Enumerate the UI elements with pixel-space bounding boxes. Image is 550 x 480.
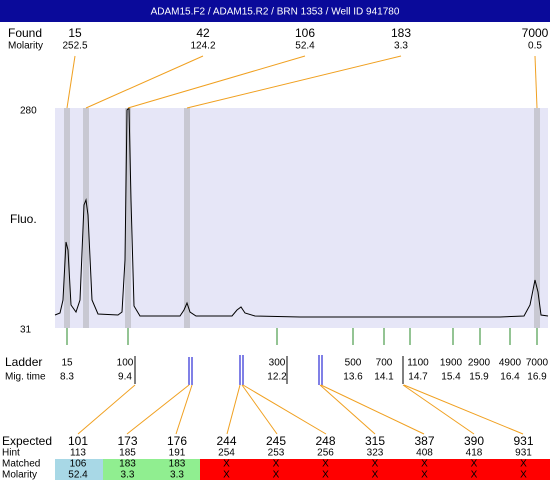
expected-molarity: 3.3 <box>170 470 184 480</box>
y-top-label: 280 <box>20 106 37 117</box>
ladder-size: 4900 <box>499 358 522 369</box>
ladder-size: 700 <box>376 358 393 369</box>
found-molarity: 52.4 <box>295 41 315 52</box>
expected-matched: 183 <box>119 459 136 470</box>
expected-molarity: X <box>273 470 280 480</box>
ladder-size: 300 <box>269 358 286 369</box>
expected-hint: 323 <box>367 448 384 459</box>
match-lines <box>66 55 538 435</box>
expected-molarity: 3.3 <box>121 470 135 480</box>
ladder-size: 15 <box>61 358 73 369</box>
expected-matched: X <box>372 459 379 470</box>
unmatched-cells <box>200 459 550 480</box>
expected-molarity: X <box>421 470 428 480</box>
ladder-markers <box>134 356 404 384</box>
expected-row-label: Matched <box>2 459 40 470</box>
header-bar <box>0 0 550 22</box>
ladder-time: 15.9 <box>469 372 489 383</box>
ladder-time: 15.4 <box>441 372 461 383</box>
expected-matched: 183 <box>169 459 186 470</box>
found-size: 7000 <box>522 26 549 40</box>
expected-expected: 176 <box>167 434 187 448</box>
unmatched-markers <box>188 355 323 385</box>
ladder-time: 16.9 <box>527 372 547 383</box>
ladder-time: 13.6 <box>343 372 363 383</box>
found-size: 15 <box>68 26 82 40</box>
ladder-size: 7000 <box>526 358 549 369</box>
expected-molarity: X <box>471 470 478 480</box>
expected-expected: 390 <box>464 434 484 448</box>
expected-matched: X <box>421 459 428 470</box>
expected-matched: X <box>471 459 478 470</box>
expected-hint: 253 <box>268 448 285 459</box>
expected-hint: 418 <box>466 448 483 459</box>
found-molarity: 0.5 <box>528 41 542 52</box>
expected-hint: 254 <box>218 448 235 459</box>
expected-matched: 106 <box>70 459 87 470</box>
expected-expected: 387 <box>414 434 434 448</box>
expected-hint: 408 <box>416 448 433 459</box>
found-molarity: 124.2 <box>190 41 215 52</box>
expected-hint: 931 <box>515 448 532 459</box>
ladder-size: 100 <box>117 358 134 369</box>
ladder-size: 1900 <box>440 358 463 369</box>
expected-molarity: X <box>372 470 379 480</box>
found-molarity: 3.3 <box>394 41 408 52</box>
expected-matched: X <box>520 459 527 470</box>
expected-row-label: Hint <box>2 448 20 459</box>
ladder-label: Ladder <box>5 355 42 369</box>
ladder-time: 8.3 <box>60 372 74 383</box>
found-size: 106 <box>295 26 315 40</box>
ladder-size: 1100 <box>407 358 429 369</box>
expected-hint: 185 <box>119 448 136 459</box>
matched-cell <box>55 459 103 480</box>
expected-hint: 113 <box>70 448 86 459</box>
expected-matched: X <box>223 459 230 470</box>
ladder-time: 14.1 <box>374 372 394 383</box>
expected-expected: 244 <box>216 434 236 448</box>
found-size: 183 <box>391 26 411 40</box>
header-title: ADAM15.F2 / ADAM15.R2 / BRN 1353 / Well … <box>151 7 400 18</box>
expected-molarity: X <box>520 470 527 480</box>
ladder-sublabel: Mig. time <box>5 372 46 383</box>
trace <box>54 106 549 318</box>
y-axis-label: Fluo. <box>10 212 37 226</box>
found-molarity: 252.5 <box>62 41 87 52</box>
ladder-time: 16.4 <box>500 372 520 383</box>
ladder-time: 12.2 <box>267 372 287 383</box>
expected-expected: 101 <box>68 434 88 448</box>
expected-expected: 931 <box>513 434 533 448</box>
ladder-time: 9.4 <box>118 372 132 383</box>
expected-expected: 173 <box>117 434 137 448</box>
expected-expected: 248 <box>315 434 335 448</box>
plot-area <box>55 108 548 328</box>
expected-expected: 315 <box>365 434 385 448</box>
expected-hint: 256 <box>317 448 334 459</box>
ladder-size: 500 <box>345 358 362 369</box>
expected-hint: 191 <box>169 448 186 459</box>
matched-cell <box>103 459 200 480</box>
expected-molarity: 52.4 <box>68 470 88 480</box>
expected-row-label: Expected <box>2 434 52 448</box>
found-label: Found <box>8 26 42 40</box>
found-size: 42 <box>196 26 210 40</box>
expected-expected: 245 <box>266 434 286 448</box>
peak-bands <box>64 108 540 328</box>
expected-matched: X <box>273 459 280 470</box>
y-bottom-label: 31 <box>20 325 32 336</box>
ladder-size: 2900 <box>468 358 491 369</box>
found-sublabel: Molarity <box>8 41 43 52</box>
expected-molarity: X <box>322 470 329 480</box>
expected-molarity: X <box>223 470 230 480</box>
expected-matched: X <box>322 459 329 470</box>
expected-row-label: Molarity <box>2 470 37 480</box>
ladder-time: 14.7 <box>408 372 428 383</box>
